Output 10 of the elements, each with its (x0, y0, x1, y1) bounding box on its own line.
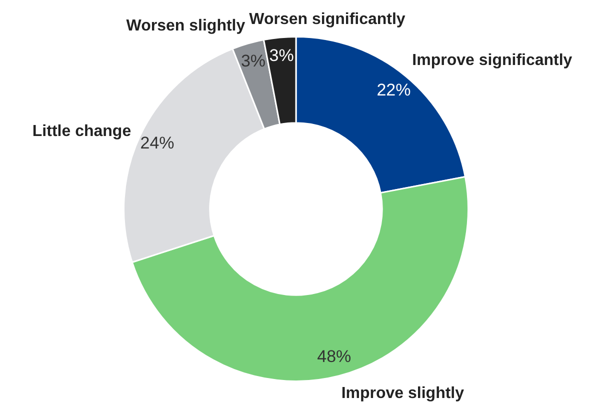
data-label: 24% (140, 133, 174, 152)
slice-label: Worsen slightly (126, 17, 246, 34)
slice-label: Little change (32, 122, 132, 140)
data-label: 3% (240, 51, 266, 70)
slice-label: Improve significantly (412, 52, 572, 69)
data-label: 22% (376, 80, 411, 100)
slice-label: Worsen significantly (249, 10, 406, 28)
data-label: 48% (317, 347, 352, 366)
slice-label: Improve slightly (341, 384, 464, 402)
data-label: 3% (269, 46, 294, 66)
